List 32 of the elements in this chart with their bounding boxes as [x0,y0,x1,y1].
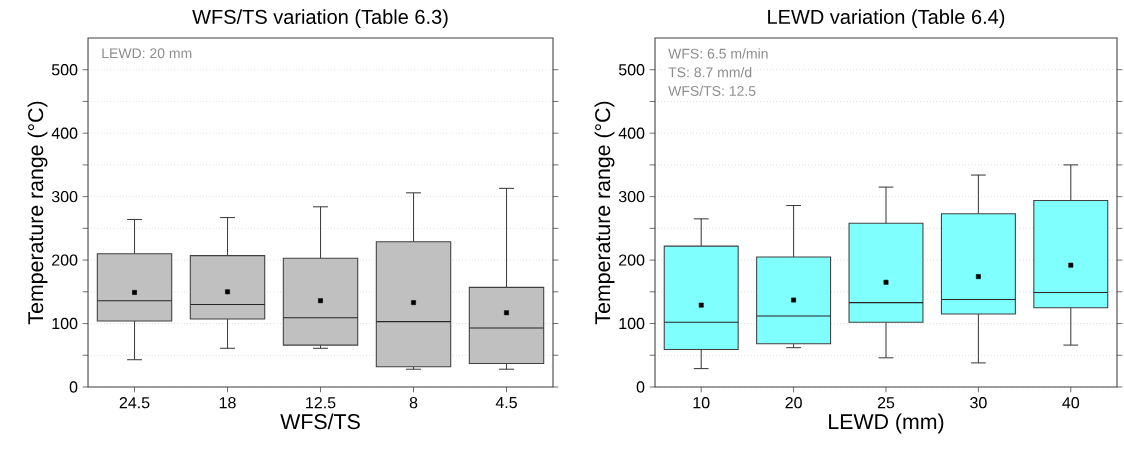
y-tick-label: 400 [51,127,78,139]
y-axis-title: Temperature range (°C) [594,101,615,325]
y-axis-title: Temperature range (°C) [27,101,48,325]
y-tick-label: 0 [636,381,645,393]
y-tick-label: 500 [618,64,645,76]
y-tick-label: 0 [69,381,78,393]
y-tick-label: 200 [619,254,645,266]
x-tick-label: 20 [785,397,802,409]
x-tick-label: 18 [219,397,236,409]
annotation: WFS/TS: 12.5 [668,85,756,96]
y-tick-label: 300 [618,190,645,203]
annotation: WFS: 6.5 m/min [668,48,768,59]
x-tick-label: 40 [1062,397,1080,409]
y-tick-label: 100 [619,317,645,330]
y-tick-label: 300 [51,190,78,203]
x-tick-label: 24.5 [119,397,150,409]
y-tick-label: 100 [52,317,78,330]
x-axis-title: LEWD (mm) [829,413,944,434]
annotation: LEWD: 20 mm [102,48,192,59]
chart-title: WFS/TS variation (Table 6.3) [192,9,448,28]
x-tick-label: 4.5 [495,397,517,409]
x-tick-label: 8 [409,397,418,409]
x-tick-label: 10 [693,397,710,409]
y-tick-label: 200 [52,254,78,266]
chart-title: LEWD variation (Table 6.4) [768,9,1005,28]
annotation: TS: 8.7 mm/d [668,66,752,78]
x-tick-label: 25 [877,397,895,409]
x-tick-label: 12.5 [306,397,336,409]
y-tick-label: 500 [51,64,78,76]
y-tick-label: 400 [618,127,645,139]
x-axis-title: WFS/TS [280,413,360,430]
x-tick-label: 30 [970,397,987,409]
